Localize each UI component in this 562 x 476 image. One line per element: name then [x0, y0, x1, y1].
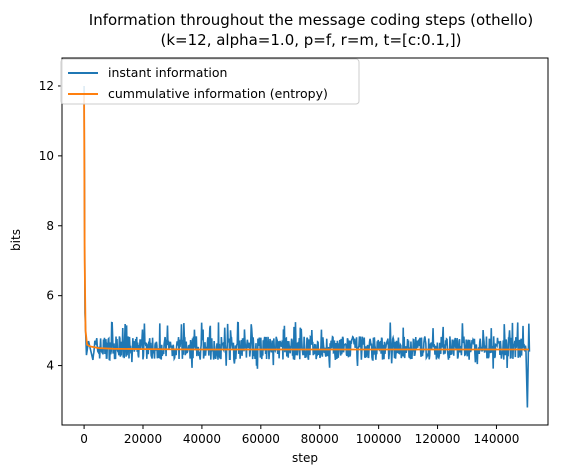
y-tick-label: 6 — [46, 289, 54, 303]
x-tick-label: 100000 — [356, 432, 402, 446]
x-tick-label: 0 — [80, 432, 88, 446]
x-tick-label: 60000 — [242, 432, 280, 446]
series-cumulative-information — [83, 92, 529, 351]
legend-box — [60, 58, 360, 105]
y-tick-label: 12 — [39, 79, 54, 93]
x-tick-label: 120000 — [415, 432, 461, 446]
x-tick-label: 140000 — [474, 432, 520, 446]
x-tick-label: 40000 — [183, 432, 221, 446]
chart-title-line2: (k=12, alpha=1.0, p=f, r=m, t=[c:0.1,]) — [161, 31, 462, 49]
x-tick-label: 20000 — [124, 432, 162, 446]
legend-label-instant: instant information — [108, 65, 227, 80]
legend: instant information cummulative informat… — [60, 58, 360, 105]
y-tick-label: 4 — [46, 359, 54, 373]
axes-frame — [61, 57, 549, 426]
x-tick-label: 80000 — [301, 432, 339, 446]
axis-ticks: 0 20000 40000 60000 80000 100000 120000 140000 4… — [39, 57, 549, 446]
legend-label-cumulative: cummulative information (entropy) — [108, 86, 328, 101]
y-tick-label: 8 — [46, 219, 54, 233]
series-instant-information — [83, 85, 531, 408]
plot-area — [83, 85, 531, 408]
y-axis-label: bits — [9, 229, 23, 251]
chart-title-line1: Information throughout the message codin… — [89, 11, 533, 29]
y-tick-label: 10 — [39, 149, 54, 163]
x-axis-label: step — [292, 451, 318, 465]
